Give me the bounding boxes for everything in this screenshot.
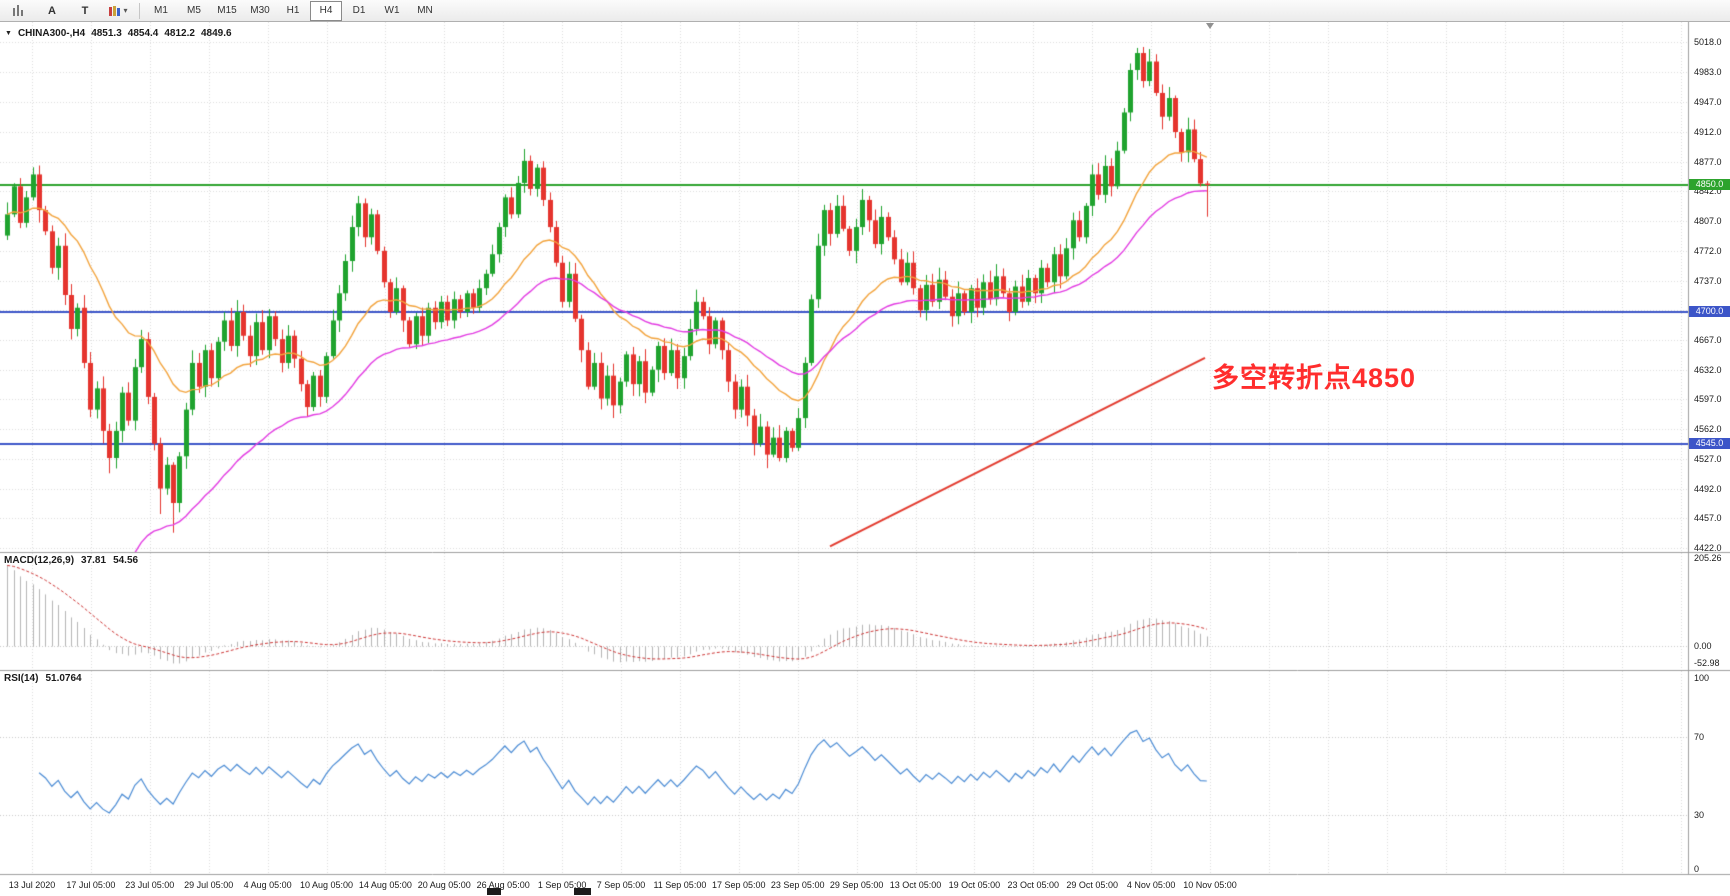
time-tick-label: 1 Sep 05:00 xyxy=(537,880,587,890)
bottom-artifact xyxy=(574,888,591,895)
ohlc-high: 4854.4 xyxy=(127,28,159,39)
toolbar-separator xyxy=(139,2,140,19)
macd-value: 37.81 xyxy=(81,555,107,566)
annotation-text: 多空转折点4850 xyxy=(1212,363,1417,393)
axis-tick-label: 100 xyxy=(1694,673,1710,683)
time-tick-label: 17 Sep 05:00 xyxy=(712,880,766,890)
axis-tick-label: 4492.0 xyxy=(1694,484,1722,494)
timeframe-h1-button[interactable]: H1 xyxy=(286,5,300,16)
time-tick-label: 10 Nov 05:00 xyxy=(1183,880,1237,890)
axis-tick-label: 205.26 xyxy=(1694,553,1722,563)
axis-tick-label: 70 xyxy=(1694,732,1705,742)
price-tag-4700: 4700.0 xyxy=(1689,306,1730,317)
bottom-artifact xyxy=(487,888,501,895)
axis-tick-label: 4877.0 xyxy=(1694,157,1722,167)
axis-tick-label: 30 xyxy=(1694,810,1705,820)
macd-label: MACD(12,26,9) 37.81 54.56 xyxy=(4,555,138,566)
text-annotation-button[interactable]: A xyxy=(36,1,68,21)
timeframe-m30-button[interactable]: M30 xyxy=(250,5,270,16)
macd-name: MACD(12,26,9) xyxy=(4,555,75,566)
text-tool-button[interactable]: T xyxy=(69,1,101,21)
time-tick-label: 23 Oct 05:00 xyxy=(1007,880,1060,890)
axis-tick-label: 4983.0 xyxy=(1694,67,1722,77)
chart-type-button[interactable] xyxy=(3,1,35,21)
time-tick-label: 23 Jul 05:00 xyxy=(125,880,175,890)
ohlc-open: 4851.3 xyxy=(91,28,122,39)
time-tick-label: 29 Sep 05:00 xyxy=(829,880,884,890)
ohlc-low: 4812.2 xyxy=(164,28,195,39)
time-tick-label: 17 Jul 05:00 xyxy=(66,880,116,890)
ohlc-close: 4849.6 xyxy=(200,28,232,39)
axis-tick-label: 4527.0 xyxy=(1694,454,1722,464)
axis-tick-label: 5018.0 xyxy=(1694,37,1722,47)
axis-tick-label: 4422.0 xyxy=(1694,543,1722,553)
axis-tick-label: 4457.0 xyxy=(1694,513,1722,523)
axis-tick-label: 4772.0 xyxy=(1694,246,1722,256)
timeframe-h4-button[interactable]: H4 xyxy=(310,0,342,21)
time-tick-label: 13 Jul 2020 xyxy=(8,880,56,890)
axis-tick-label: 4912.0 xyxy=(1694,127,1722,137)
axis-tick-label: 4947.0 xyxy=(1694,97,1722,107)
axis-tick-label: 4667.0 xyxy=(1694,335,1722,345)
rsi-value: 51.0764 xyxy=(45,673,82,684)
timeframe-m5-button[interactable]: M5 xyxy=(187,5,201,16)
symbol-label: CHINA300-,H4 xyxy=(17,28,86,39)
chart-canvas[interactable] xyxy=(0,22,1730,896)
chart-title: ▼ CHINA300-,H4 4851.3 4854.4 4812.2 4849… xyxy=(5,28,232,39)
time-tick-label: 19 Oct 05:00 xyxy=(948,880,1001,890)
dropdown-caret-icon: ▾ xyxy=(123,6,128,15)
timeframe-w1-button[interactable]: W1 xyxy=(384,5,400,16)
time-tick-label: 14 Aug 05:00 xyxy=(358,880,412,890)
chart-bars-icon xyxy=(13,5,23,16)
time-tick-label: 4 Nov 05:00 xyxy=(1126,880,1176,890)
time-tick-label: 29 Jul 05:00 xyxy=(184,880,234,890)
timeframe-mn-button[interactable]: MN xyxy=(417,5,433,16)
colors-button[interactable]: ▾ xyxy=(102,1,134,21)
rsi-label: RSI(14) 51.0764 xyxy=(4,673,82,684)
timeframe-m15-button[interactable]: M15 xyxy=(217,5,237,16)
rsi-name: RSI(14) xyxy=(4,673,39,684)
axis-tick-label: 4807.0 xyxy=(1694,216,1722,226)
time-axis[interactable]: 13 Jul 2020 17 Jul 05:00 23 Jul 05:00 29 Ju… xyxy=(0,875,1730,896)
axis-tick-label: -52.98 xyxy=(1694,658,1720,668)
time-tick-label: 7 Sep 05:00 xyxy=(596,880,646,890)
price-tag-4545: 4545.0 xyxy=(1689,438,1730,449)
timeframe-d1-button[interactable]: D1 xyxy=(352,5,366,16)
axis-tick-label: 4737.0 xyxy=(1694,276,1722,286)
axis-tick-label: 4632.0 xyxy=(1694,365,1722,375)
chart-shift-marker-icon[interactable] xyxy=(1206,23,1214,29)
time-tick-label: 10 Aug 05:00 xyxy=(299,880,354,890)
time-tick-label: 20 Aug 05:00 xyxy=(417,880,471,890)
symbol-dropdown-icon[interactable]: ▼ xyxy=(5,30,12,37)
timeframe-m1-button[interactable]: M1 xyxy=(154,5,168,16)
axis-tick-label: 0 xyxy=(1694,864,1700,874)
axis-tick-label: 4562.0 xyxy=(1694,424,1722,434)
axis-tick-label: 4597.0 xyxy=(1694,394,1722,404)
macd-signal-value: 54.56 xyxy=(113,555,139,566)
time-tick-label: 23 Sep 05:00 xyxy=(770,880,825,890)
t-label: T xyxy=(81,4,89,17)
a-label: A xyxy=(48,4,56,17)
time-tick-label: 11 Sep 05:00 xyxy=(653,880,707,890)
price-tag-4850: 4850.0 xyxy=(1689,179,1730,190)
axis-tick-label: 0.00 xyxy=(1694,641,1712,651)
time-tick-label: 29 Oct 05:00 xyxy=(1066,880,1118,890)
time-tick-label: 13 Oct 05:00 xyxy=(889,880,942,890)
chart-area: ▼ CHINA300-,H4 4851.3 4854.4 4812.2 4849… xyxy=(0,22,1730,896)
axis-tick-label: 4842.0 xyxy=(1694,186,1722,196)
crayons-icon xyxy=(109,5,121,16)
toolbar: A T ▾ M1 M5 M15 M30 H1 H4 D1 W1 MN xyxy=(0,0,1730,22)
time-tick-label: 4 Aug 05:00 xyxy=(243,880,292,890)
time-tick-label: 26 Aug 05:00 xyxy=(476,880,530,890)
